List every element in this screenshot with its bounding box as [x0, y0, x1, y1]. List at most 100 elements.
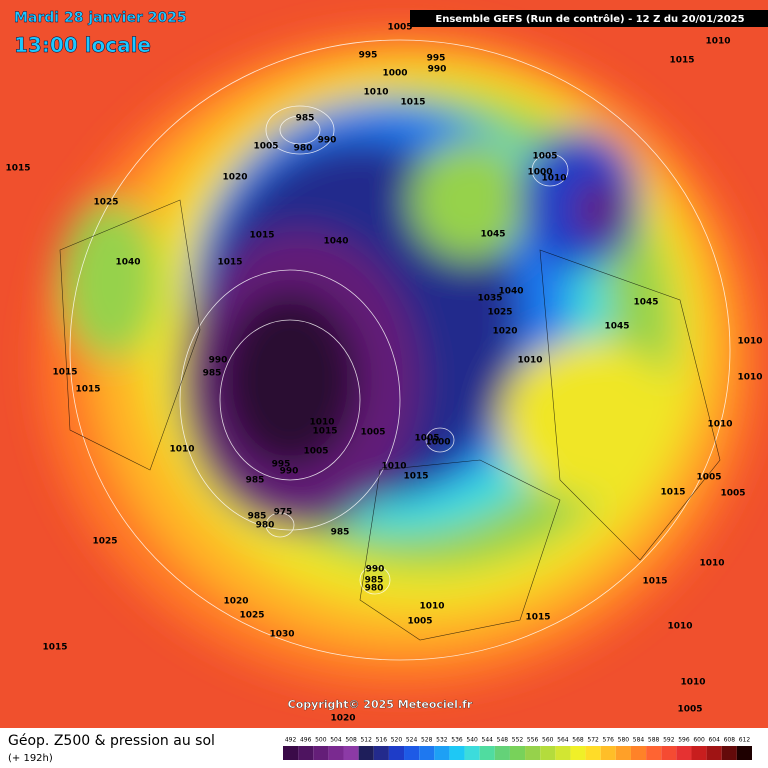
- scale-label: 516: [376, 737, 388, 744]
- pressure-label: 1015: [525, 613, 550, 623]
- run-info: Ensemble GEFS (Run de contrôle) - 12 Z d…: [435, 13, 744, 25]
- pressure-label: 1020: [222, 173, 247, 183]
- pressure-label: 1010: [737, 337, 762, 347]
- scale-swatch: [570, 746, 586, 760]
- pressure-label: 1015: [75, 385, 100, 395]
- scale-label: 532: [436, 737, 448, 744]
- scale-label: 552: [512, 737, 524, 744]
- pressure-label: 990: [280, 467, 299, 477]
- run-box: [410, 10, 768, 27]
- scale-label: 536: [451, 737, 463, 744]
- pressure-label: 1020: [223, 597, 248, 607]
- scale-swatch: [555, 746, 571, 760]
- scale-swatch: [736, 746, 752, 760]
- pressure-label: 1000: [382, 69, 407, 79]
- pressure-label: 1000: [425, 438, 450, 448]
- scale-swatch: [706, 746, 722, 760]
- pressure-label: 990: [209, 356, 228, 366]
- scale-label: 564: [557, 737, 569, 744]
- pressure-label: 1025: [92, 537, 117, 547]
- pressure-label: 1010: [667, 622, 692, 632]
- scale-swatch: [509, 746, 526, 760]
- pressure-label: 985: [246, 476, 265, 486]
- scale-label: 608: [724, 737, 736, 744]
- pressure-label: 1005: [677, 705, 702, 715]
- scale-label: 548: [497, 737, 509, 744]
- pressure-label: 1005: [407, 617, 432, 627]
- scale-swatch: [494, 746, 510, 760]
- scale-label: 528: [421, 737, 433, 744]
- pressure-label: 990: [318, 136, 337, 146]
- pressure-label: 995: [272, 460, 291, 470]
- scale-label: 492: [285, 737, 297, 744]
- scale-label: 524: [406, 737, 418, 744]
- pressure-label: 1015: [642, 577, 667, 587]
- scale-swatch: [721, 746, 737, 760]
- scale-label: 600: [693, 737, 705, 744]
- color-scale: 492 496 500 504 508 512 516 520 524 528 532 536 540 5…: [283, 737, 752, 760]
- pressure-label: 980: [256, 521, 275, 531]
- scale-swatch: [283, 746, 299, 760]
- pressure-label: 995: [427, 54, 446, 64]
- pressure-label: 1005: [303, 447, 328, 457]
- scale-label: 520: [391, 737, 403, 744]
- scale-label: 560: [542, 737, 554, 744]
- pressure-label: 1010: [517, 356, 542, 366]
- scale-label: 576: [603, 737, 615, 744]
- pressure-label: 990: [366, 565, 385, 575]
- pressure-label: 985: [248, 512, 267, 522]
- pressure-label: 980: [294, 144, 313, 154]
- pressure-label: 1045: [604, 322, 629, 332]
- scale-label: 592: [663, 737, 675, 744]
- scale-swatch: [313, 746, 329, 760]
- pressure-label: 1015: [660, 488, 685, 498]
- pressure-label: 1015: [400, 98, 425, 108]
- pressure-label: 1015: [403, 472, 428, 482]
- scale-label: 580: [618, 737, 630, 744]
- scale-swatch: [404, 746, 420, 760]
- pressure-label: 985: [365, 576, 384, 586]
- scale-label: 508: [345, 737, 357, 744]
- pressure-label: 1005: [414, 434, 439, 444]
- scale-swatch: [525, 746, 541, 760]
- scale-label: 584: [633, 737, 645, 744]
- pressure-label: 1010: [169, 445, 194, 455]
- pressure-label: 1010: [541, 174, 566, 184]
- pressure-label: 1015: [5, 164, 30, 174]
- lead-time: (+ 192h): [8, 753, 53, 764]
- pressure-label: 1020: [492, 327, 517, 337]
- pressure-label: 980: [365, 584, 384, 594]
- pressure-label: 1025: [93, 198, 118, 208]
- field: [0, 0, 768, 728]
- pressure-label: 1035: [477, 294, 502, 304]
- scale-swatch: [373, 746, 389, 760]
- pressure-label: 1010: [419, 602, 444, 612]
- pressure-label: 1010: [680, 678, 705, 688]
- pressure-label: 1040: [498, 287, 523, 297]
- scale-label: 500: [315, 737, 327, 744]
- scale-swatch: [328, 746, 344, 760]
- pressure-label: 1020: [330, 714, 355, 724]
- pressure-label: 1000: [527, 168, 552, 178]
- scale-label: 540: [466, 737, 478, 744]
- scale-label: 604: [708, 737, 720, 744]
- scale-swatch: [449, 746, 465, 760]
- pressure-label: 1015: [249, 231, 274, 241]
- scale-swatch: [600, 746, 616, 760]
- scale-swatch: [479, 746, 495, 760]
- scale-label: 544: [482, 737, 494, 744]
- scale-swatch: [388, 746, 405, 760]
- pressure-label: 1040: [323, 237, 348, 247]
- pressure-label: 985: [296, 114, 315, 124]
- scale-swatch: [434, 746, 450, 760]
- pressure-label: 1045: [633, 298, 658, 308]
- pressure-label: 995: [359, 51, 378, 61]
- scale-label: 568: [572, 737, 584, 744]
- pressure-label: 1005: [253, 142, 278, 152]
- scale-swatch: [691, 746, 707, 760]
- pressure-label: 1010: [705, 37, 730, 47]
- scale-label: 496: [300, 737, 312, 744]
- copyright: Copyright© 2025 Meteociel.fr: [288, 698, 473, 711]
- scale-swatch: [585, 746, 601, 760]
